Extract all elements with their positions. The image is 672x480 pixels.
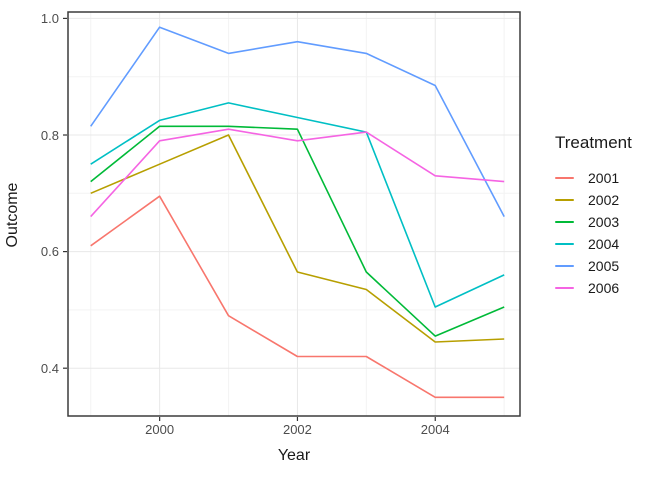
- x-tick-label: 2002: [282, 422, 312, 437]
- y-tick-label: 1.0: [40, 10, 59, 26]
- legend-key-line-icon: [555, 265, 574, 267]
- series-line-2005: [90, 26, 505, 217]
- legend-title: Treatment: [555, 133, 632, 152]
- legend-item-label: 2005: [588, 258, 620, 274]
- y-tick-label: 0.4: [40, 360, 59, 376]
- panel-background: [68, 12, 520, 416]
- legend-item-2003: 2003: [555, 211, 665, 233]
- y-axis-title: Outcome: [4, 182, 21, 248]
- legend-item-label: 2006: [588, 280, 620, 296]
- series-line-2004: [90, 102, 505, 308]
- legend-key-line-icon: [555, 177, 574, 179]
- legend-item-2004: 2004: [555, 233, 665, 255]
- x-tick-label: 2004: [420, 422, 450, 437]
- legend-key-line-icon: [555, 287, 574, 289]
- panel-border: [67, 11, 521, 417]
- series-line-2003: [90, 125, 505, 337]
- series-line-2006: [90, 128, 505, 218]
- legend-key-line-icon: [555, 199, 574, 201]
- legend-item-2005: 2005: [555, 255, 665, 277]
- x-tick-label: 2000: [145, 422, 175, 437]
- legend-item-2001: 2001: [555, 167, 665, 189]
- legend-item-label: 2003: [588, 214, 620, 230]
- y-tick-label: 0.8: [40, 127, 59, 143]
- legend-item-label: 2004: [588, 236, 620, 252]
- series-line-2001: [90, 195, 505, 399]
- y-tick-label: 0.6: [40, 244, 59, 260]
- legend-entries: 2001 2002 2003 2004 2005 2006: [555, 167, 665, 299]
- legend-item-2006: 2006: [555, 277, 665, 299]
- series-line-2002: [90, 134, 505, 343]
- legend-item-label: 2001: [588, 170, 620, 186]
- legend-item-2002: 2002: [555, 189, 665, 211]
- x-axis-title: Year: [277, 447, 311, 464]
- legend: Treatment 2001 2002 2003 2004 2005 2006: [555, 133, 665, 299]
- legend-key-line-icon: [555, 221, 574, 223]
- legend-key-line-icon: [555, 243, 574, 245]
- legend-item-label: 2002: [588, 192, 620, 208]
